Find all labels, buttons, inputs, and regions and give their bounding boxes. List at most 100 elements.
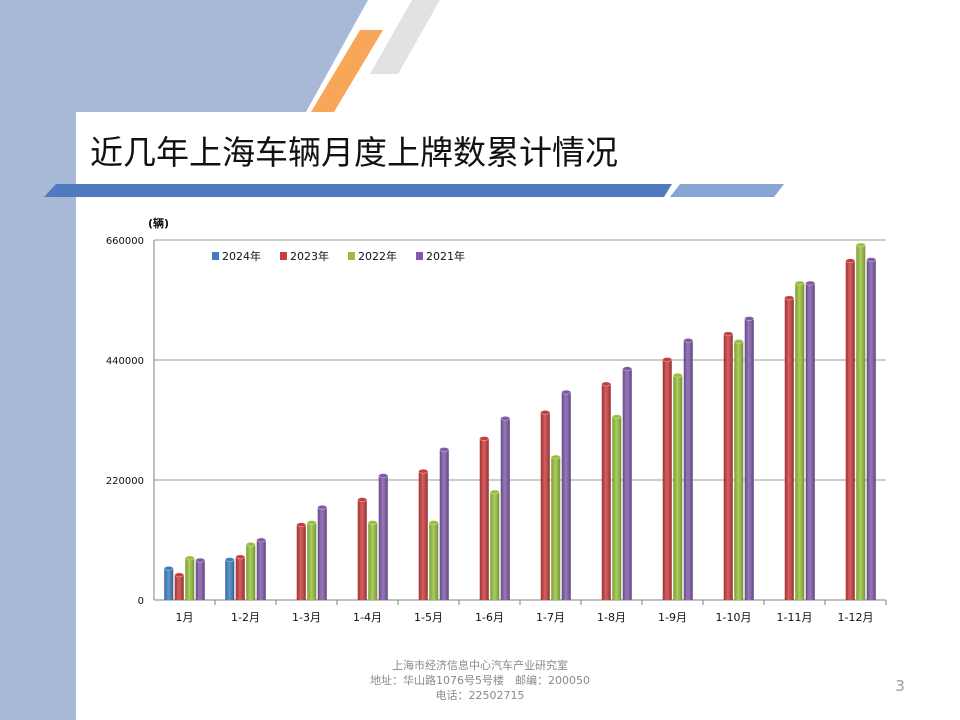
legend: 2024年 2023年 2022年 2021年: [212, 249, 465, 263]
bar-cap: [479, 436, 490, 441]
bar-shading: [744, 318, 754, 600]
x-tick-label: 1月: [176, 611, 194, 624]
bar-cap: [672, 372, 683, 378]
bar-shading: [256, 540, 266, 600]
bar-shading: [479, 438, 489, 600]
bar-shading: [866, 259, 876, 600]
bar-cap: [855, 242, 866, 248]
x-tick-label: 1-5月: [414, 611, 443, 624]
legend-label: 2024年: [222, 249, 261, 263]
bar-cap: [428, 520, 439, 525]
bar-shading: [378, 475, 388, 600]
bar-shading: [500, 418, 510, 600]
x-tick-label: 1-4月: [353, 611, 382, 624]
legend-label: 2022年: [358, 249, 397, 263]
bar-cap: [723, 331, 734, 337]
bar-cap: [784, 295, 795, 301]
footer: 上海市经济信息中心汽车产业研究室 地址：华山路1076号5号楼 邮编：20005…: [340, 658, 620, 703]
bar-cap: [306, 520, 317, 525]
bar-cap: [184, 555, 195, 561]
footer-line: 电话：22502715: [435, 689, 525, 702]
accent-stripe-gray: [370, 0, 440, 74]
bar-shading: [235, 556, 245, 600]
bar-cap: [550, 454, 561, 460]
bar-cap: [622, 366, 633, 372]
title-underline-bar-light: [670, 184, 784, 197]
bar-shading: [734, 341, 744, 600]
bar-cap: [195, 557, 206, 563]
bar-shading: [795, 283, 805, 600]
bar-shading: [856, 244, 866, 600]
bar-shading: [490, 492, 500, 600]
bar-cap: [357, 497, 368, 502]
bar-shading: [174, 574, 184, 600]
bar-cap: [378, 473, 389, 478]
x-tick-label: 1-9月: [658, 611, 687, 624]
bar-cap: [174, 572, 185, 578]
bar-shading: [296, 524, 306, 600]
footer-line: 上海市经济信息中心汽车产业研究室: [392, 659, 568, 672]
bar-cap: [317, 504, 328, 510]
bar-cap: [245, 542, 256, 547]
bar-cap: [733, 339, 744, 344]
bar-cap: [224, 557, 235, 562]
bar-shading: [622, 368, 632, 600]
y-tick-label: 660000: [106, 236, 144, 247]
bar-shading: [561, 392, 571, 600]
bar-shading: [805, 283, 815, 600]
bar-cap: [489, 489, 500, 495]
bar-cap: [611, 414, 622, 420]
legend-label: 2021年: [426, 249, 465, 263]
bar-shading: [307, 522, 317, 600]
bar-cap: [744, 316, 755, 321]
accent-stripe-orange: [311, 30, 383, 112]
bar-shading: [317, 507, 327, 600]
bar-shading: [673, 375, 683, 600]
bar-shading: [662, 359, 672, 600]
x-tick-label: 1-8月: [597, 611, 626, 624]
bar-shading: [683, 340, 693, 600]
bar-shading: [246, 544, 256, 600]
title-underline-bar: [44, 184, 672, 197]
bar-cap: [439, 447, 450, 452]
legend-swatch: [280, 252, 287, 260]
bar-cap: [540, 410, 551, 415]
bar-cap: [418, 468, 429, 474]
legend-swatch: [212, 252, 219, 260]
x-tick-label: 1-3月: [292, 611, 321, 624]
legend-swatch: [348, 252, 355, 260]
bar-shading: [164, 568, 174, 600]
bar-shading: [368, 522, 378, 600]
footer-line: 地址：华山路1076号5号楼 邮编：200050: [370, 674, 590, 687]
x-tick-label: 1-10月: [716, 611, 752, 624]
legend-label: 2023年: [290, 249, 329, 263]
bar-cap: [866, 257, 877, 262]
bar-cap: [683, 338, 694, 343]
bar-shading: [540, 412, 550, 600]
bar-shading: [439, 449, 449, 600]
y-tick-label: 440000: [106, 356, 144, 367]
bar-shading: [784, 297, 794, 600]
y-tick-label: 220000: [106, 476, 144, 487]
bar-cap: [367, 520, 378, 525]
bar-shading: [195, 560, 205, 600]
side-panel: [0, 0, 76, 720]
y-unit-label: (辆): [148, 216, 169, 230]
x-tick-label: 1-6月: [475, 611, 504, 624]
bar-shading: [185, 558, 195, 600]
bar-cap: [845, 258, 856, 264]
bar-cap: [235, 554, 246, 560]
bar-shading: [429, 522, 439, 600]
bar-shading: [551, 457, 561, 600]
page-title: 近几年上海车辆月度上牌数累计情况: [90, 133, 618, 172]
bar-cap: [256, 537, 267, 543]
bar-shading: [601, 384, 611, 600]
bar-shading: [845, 260, 855, 600]
header-panel: [0, 0, 368, 112]
bar-shading: [225, 559, 235, 600]
y-tick-label: 0: [138, 596, 144, 607]
bar-shading: [612, 416, 622, 600]
bar-cap: [805, 280, 816, 286]
bar-cap: [601, 381, 612, 387]
